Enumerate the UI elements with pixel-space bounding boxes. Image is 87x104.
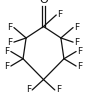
Text: O: O <box>39 0 48 5</box>
Text: F: F <box>4 47 10 56</box>
Text: F: F <box>74 23 80 32</box>
Text: F: F <box>77 62 83 71</box>
Text: F: F <box>7 38 13 47</box>
Text: F: F <box>74 38 80 47</box>
Text: F: F <box>4 62 10 71</box>
Text: F: F <box>57 10 62 19</box>
Text: F: F <box>56 85 61 94</box>
Text: F: F <box>77 47 83 56</box>
Text: F: F <box>7 23 13 32</box>
Text: F: F <box>26 85 31 94</box>
